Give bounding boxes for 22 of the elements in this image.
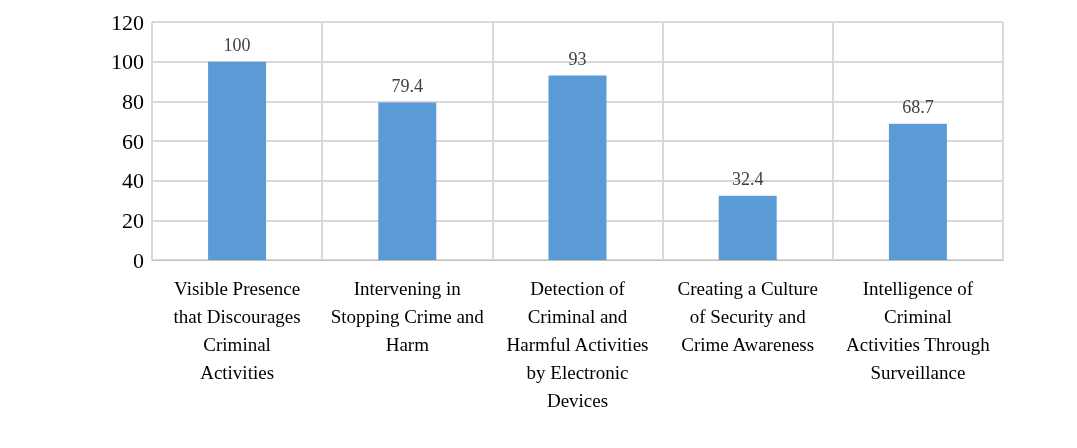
y-tick-label: 60 xyxy=(122,128,144,154)
data-label: 100 xyxy=(223,34,251,55)
data-label: 93 xyxy=(568,48,587,69)
data-label: 68.7 xyxy=(902,96,934,117)
bar xyxy=(378,102,437,260)
data-label: 79.4 xyxy=(391,75,424,96)
y-tick-label: 100 xyxy=(111,49,144,75)
bar xyxy=(888,123,947,260)
y-tick-label: 80 xyxy=(122,88,144,114)
y-tick-label: 0 xyxy=(133,247,144,273)
y-tick-label: 120 xyxy=(111,9,144,35)
x-tick-label: Creating a Culture of Security and Crime Awareness xyxy=(677,277,818,355)
y-tick-label: 40 xyxy=(122,168,144,194)
y-tick-label: 20 xyxy=(122,207,144,233)
x-tick-label: Intervening in Stopping Crime and Harm xyxy=(330,277,485,355)
bar xyxy=(718,195,777,260)
x-tick-label: Intelligence of Criminal Activities Through Surveillance xyxy=(846,277,991,383)
x-tick-label: Detection of Criminal and Harmful Activities by Electronic Devices xyxy=(506,277,649,411)
bar xyxy=(548,75,607,260)
x-tick-label: Visible Presence that Discourages Criminal Activities xyxy=(173,277,301,383)
bar xyxy=(208,61,267,260)
data-label: 32.4 xyxy=(731,168,764,189)
